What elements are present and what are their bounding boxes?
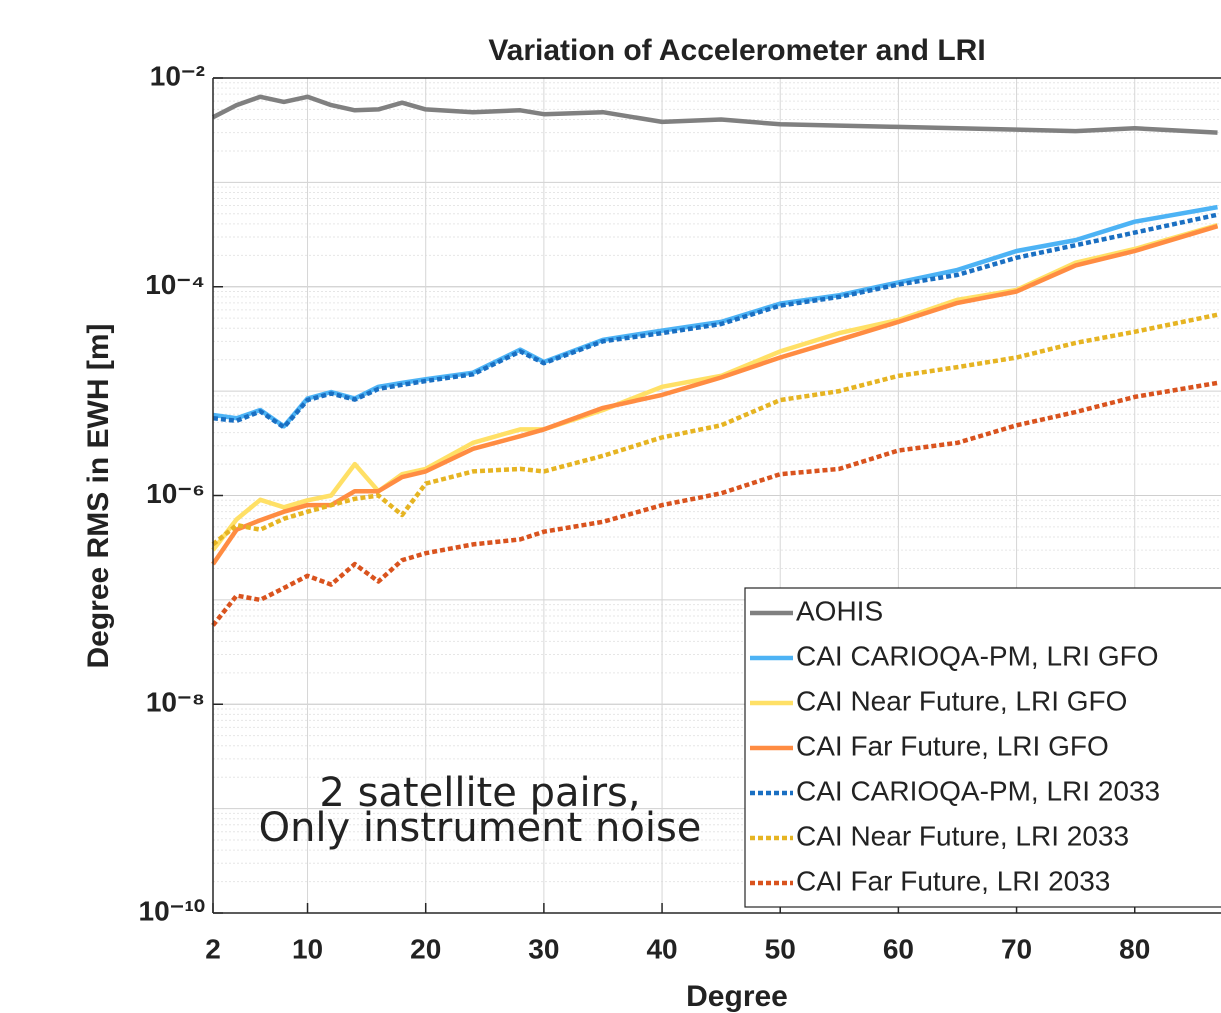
- y-axis-label: Degree RMS in EWH [m]: [82, 323, 115, 668]
- x-tick-label: 50: [765, 933, 796, 964]
- y-tick-label: 10⁻⁴: [145, 269, 205, 300]
- y-tick-label: 10⁻⁶: [146, 478, 205, 509]
- annotation: Only instrument noise: [259, 805, 702, 851]
- legend-label: CAI Near Future, LRI 2033: [796, 820, 1129, 851]
- x-axis-label: Degree: [686, 980, 788, 1013]
- legend-label: CAI Far Future, LRI 2033: [796, 865, 1110, 896]
- x-tick-label: 80: [1119, 933, 1150, 964]
- x-tick-label: 60: [883, 933, 914, 964]
- x-tick-label: 40: [646, 933, 677, 964]
- y-tick-label: 10⁻²: [150, 60, 205, 91]
- y-tick-label: 10⁻¹⁰: [139, 895, 205, 926]
- plot-lines: [211, 94, 1219, 627]
- legend: AOHIS CAI CARIOQA-PM, LRI GFO CAI Near Fut…: [744, 587, 1221, 908]
- x-tick-label: 70: [1001, 933, 1032, 964]
- legend-box: [744, 587, 1221, 908]
- legend-label: CAI CARIOQA-PM, LRI GFO: [796, 640, 1158, 671]
- y-tick-label: 10⁻⁸: [146, 687, 205, 718]
- series-line: [211, 222, 1219, 552]
- legend-label: CAI Far Future, LRI GFO: [796, 730, 1109, 761]
- legend-label: CAI Near Future, LRI GFO: [796, 685, 1127, 716]
- x-tick-label: 10: [292, 933, 323, 964]
- series-line: [212, 212, 1218, 430]
- series-line: [211, 312, 1218, 547]
- legend-label: CAI CARIOQA-PM, LRI 2033: [796, 775, 1160, 806]
- x-tick-label: 30: [528, 933, 559, 964]
- annotation: 2 satellite pairs,: [319, 770, 640, 816]
- axes: 10⁻¹⁰ 10⁻⁸ 10⁻⁶ 10⁻⁴ 10⁻² 2 10 20 30 40 50 60 70 80: [139, 60, 1221, 964]
- series-line: [211, 224, 1219, 566]
- series-line: [211, 94, 1218, 135]
- series-line: [211, 380, 1218, 627]
- x-tick-label: 2: [205, 933, 221, 964]
- legend-label: AOHIS: [796, 595, 883, 626]
- x-tick-label: 20: [410, 933, 441, 964]
- chart-title: Variation of Accelerometer and LRI: [488, 34, 985, 67]
